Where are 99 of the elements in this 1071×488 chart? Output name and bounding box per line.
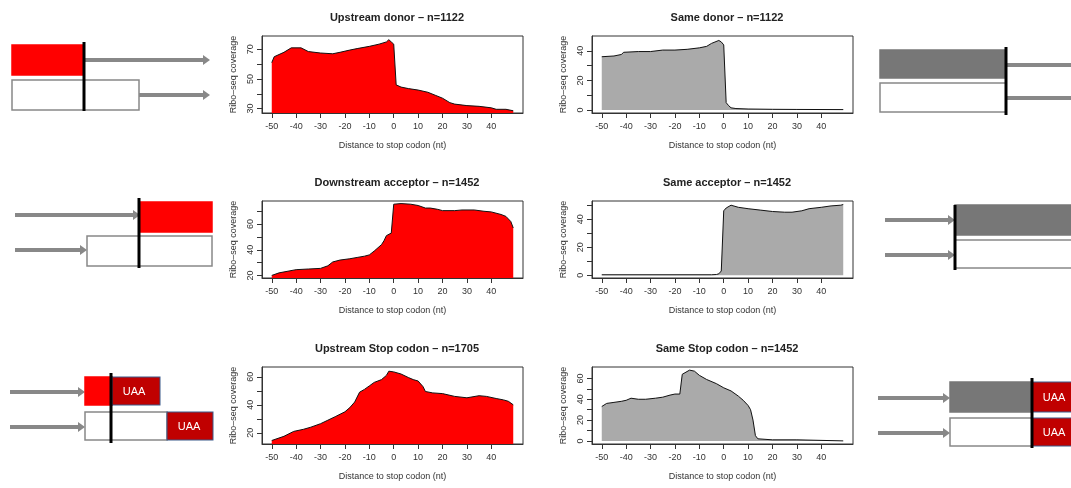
x-tick-label: -20 bbox=[668, 285, 682, 296]
x-tick-label: -40 bbox=[619, 451, 633, 462]
x-tick-label: -20 bbox=[338, 120, 352, 131]
x-axis-title: Distance to stop codon (nt) bbox=[338, 470, 447, 481]
x-tick-label: -50 bbox=[265, 285, 279, 296]
x-tick-label: 40 bbox=[816, 285, 827, 296]
transcript-diagram: UAA UAA bbox=[878, 378, 1071, 448]
x-tick-label: 20 bbox=[437, 120, 448, 131]
x-tick-label: -30 bbox=[644, 120, 658, 131]
y-axis-title: Ribo–seq coverage bbox=[557, 35, 568, 114]
y-tick-label: 40 bbox=[244, 244, 255, 255]
x-tick-label: 0 bbox=[721, 285, 727, 296]
y-tick-label: 40 bbox=[574, 45, 585, 56]
y-tick-label: 60 bbox=[574, 373, 585, 384]
y-tick-label: 0 bbox=[574, 272, 585, 278]
chart-title: Downstream acceptor – n=1452 bbox=[314, 175, 480, 188]
x-tick-label: 30 bbox=[791, 451, 802, 462]
x-tick-label: -30 bbox=[314, 451, 328, 462]
x-tick-label: -30 bbox=[644, 451, 658, 462]
x-tick-label: 0 bbox=[721, 451, 727, 462]
x-tick-label: -40 bbox=[289, 285, 303, 296]
x-tick-label: -20 bbox=[668, 451, 682, 462]
x-tick-label: 0 bbox=[721, 120, 727, 131]
x-tick-label: -20 bbox=[338, 451, 352, 462]
x-tick-label: -50 bbox=[265, 120, 279, 131]
x-tick-label: 30 bbox=[791, 120, 802, 131]
x-tick-label: 30 bbox=[791, 285, 802, 296]
y-tick-label: 60 bbox=[244, 219, 255, 230]
x-tick-label: 40 bbox=[816, 120, 827, 131]
x-tick-label: 20 bbox=[767, 451, 778, 462]
x-tick-label: 40 bbox=[816, 451, 827, 462]
x-tick-label: 0 bbox=[391, 451, 397, 462]
x-tick-label: 10 bbox=[743, 451, 754, 462]
y-tick-label: 30 bbox=[244, 103, 255, 114]
x-tick-label: 10 bbox=[413, 285, 424, 296]
x-tick-label: -10 bbox=[362, 451, 376, 462]
y-axis-title: Ribo–seq coverage bbox=[557, 200, 568, 279]
chart-title: Same acceptor – n=1452 bbox=[662, 175, 792, 188]
y-tick-label: 60 bbox=[244, 371, 255, 382]
y-axis-title: Ribo–seq coverage bbox=[557, 366, 568, 445]
x-tick-label: -40 bbox=[289, 120, 303, 131]
x-axis-title: Distance to stop codon (nt) bbox=[338, 304, 447, 315]
y-tick-label: 0 bbox=[574, 438, 585, 444]
x-tick-label: -10 bbox=[692, 285, 706, 296]
x-axis-title: Distance to stop codon (nt) bbox=[668, 139, 777, 150]
x-tick-label: 20 bbox=[767, 120, 778, 131]
y-tick-label: 70 bbox=[244, 44, 255, 55]
y-tick-label: 50 bbox=[244, 73, 255, 84]
x-tick-label: -40 bbox=[619, 120, 633, 131]
x-tick-label: -10 bbox=[362, 285, 376, 296]
x-tick-label: 10 bbox=[413, 451, 424, 462]
y-tick-label: 20 bbox=[244, 427, 255, 438]
y-tick-label: 20 bbox=[574, 242, 585, 253]
x-tick-label: -10 bbox=[362, 120, 376, 131]
x-tick-label: -30 bbox=[314, 285, 328, 296]
x-tick-label: -10 bbox=[692, 120, 706, 131]
x-tick-label: -40 bbox=[289, 451, 303, 462]
x-tick-label: 30 bbox=[461, 285, 472, 296]
x-axis-title: Distance to stop codon (nt) bbox=[668, 470, 777, 481]
x-tick-label: -30 bbox=[644, 285, 658, 296]
y-tick-label: 40 bbox=[574, 214, 585, 225]
y-tick-label: 0 bbox=[574, 107, 585, 113]
transcript-diagram: UAA UAA bbox=[10, 373, 214, 443]
x-tick-label: 0 bbox=[391, 285, 397, 296]
x-tick-label: -20 bbox=[668, 120, 682, 131]
y-axis-title: Ribo–seq coverage bbox=[227, 200, 238, 279]
x-tick-label: 10 bbox=[413, 120, 424, 131]
chart-title: Upstream Stop codon – n=1705 bbox=[314, 341, 480, 354]
y-tick-label: 20 bbox=[244, 270, 255, 281]
x-tick-label: -10 bbox=[692, 451, 706, 462]
y-tick-label: 40 bbox=[574, 394, 585, 405]
x-tick-label: -40 bbox=[619, 285, 633, 296]
y-tick-label: 20 bbox=[574, 75, 585, 86]
x-tick-label: 10 bbox=[743, 285, 754, 296]
chart-title: Same donor – n=1122 bbox=[670, 10, 784, 23]
x-tick-label: -20 bbox=[338, 285, 352, 296]
x-axis-title: Distance to stop codon (nt) bbox=[338, 139, 447, 150]
x-tick-label: 20 bbox=[437, 451, 448, 462]
x-tick-label: -50 bbox=[595, 451, 609, 462]
x-tick-label: 20 bbox=[437, 285, 448, 296]
y-axis-title: Ribo–seq coverage bbox=[227, 35, 238, 114]
y-tick-label: 40 bbox=[244, 399, 255, 410]
x-tick-label: 40 bbox=[486, 120, 497, 131]
chart-title: Same Stop codon – n=1452 bbox=[655, 341, 799, 354]
x-tick-label: -50 bbox=[595, 120, 609, 131]
x-tick-label: -30 bbox=[314, 120, 328, 131]
x-tick-label: -50 bbox=[595, 285, 609, 296]
chart-title: Upstream donor – n=1122 bbox=[329, 10, 465, 23]
x-tick-label: 40 bbox=[486, 285, 497, 296]
x-tick-label: 0 bbox=[391, 120, 397, 131]
x-tick-label: 30 bbox=[461, 120, 472, 131]
y-axis-title: Ribo–seq coverage bbox=[227, 366, 238, 445]
x-tick-label: 40 bbox=[486, 451, 497, 462]
y-tick-label: 20 bbox=[574, 415, 585, 426]
x-axis-title: Distance to stop codon (nt) bbox=[668, 304, 777, 315]
x-tick-label: 10 bbox=[743, 120, 754, 131]
x-tick-label: 30 bbox=[461, 451, 472, 462]
x-tick-label: 20 bbox=[767, 285, 778, 296]
x-tick-label: -50 bbox=[265, 451, 279, 462]
